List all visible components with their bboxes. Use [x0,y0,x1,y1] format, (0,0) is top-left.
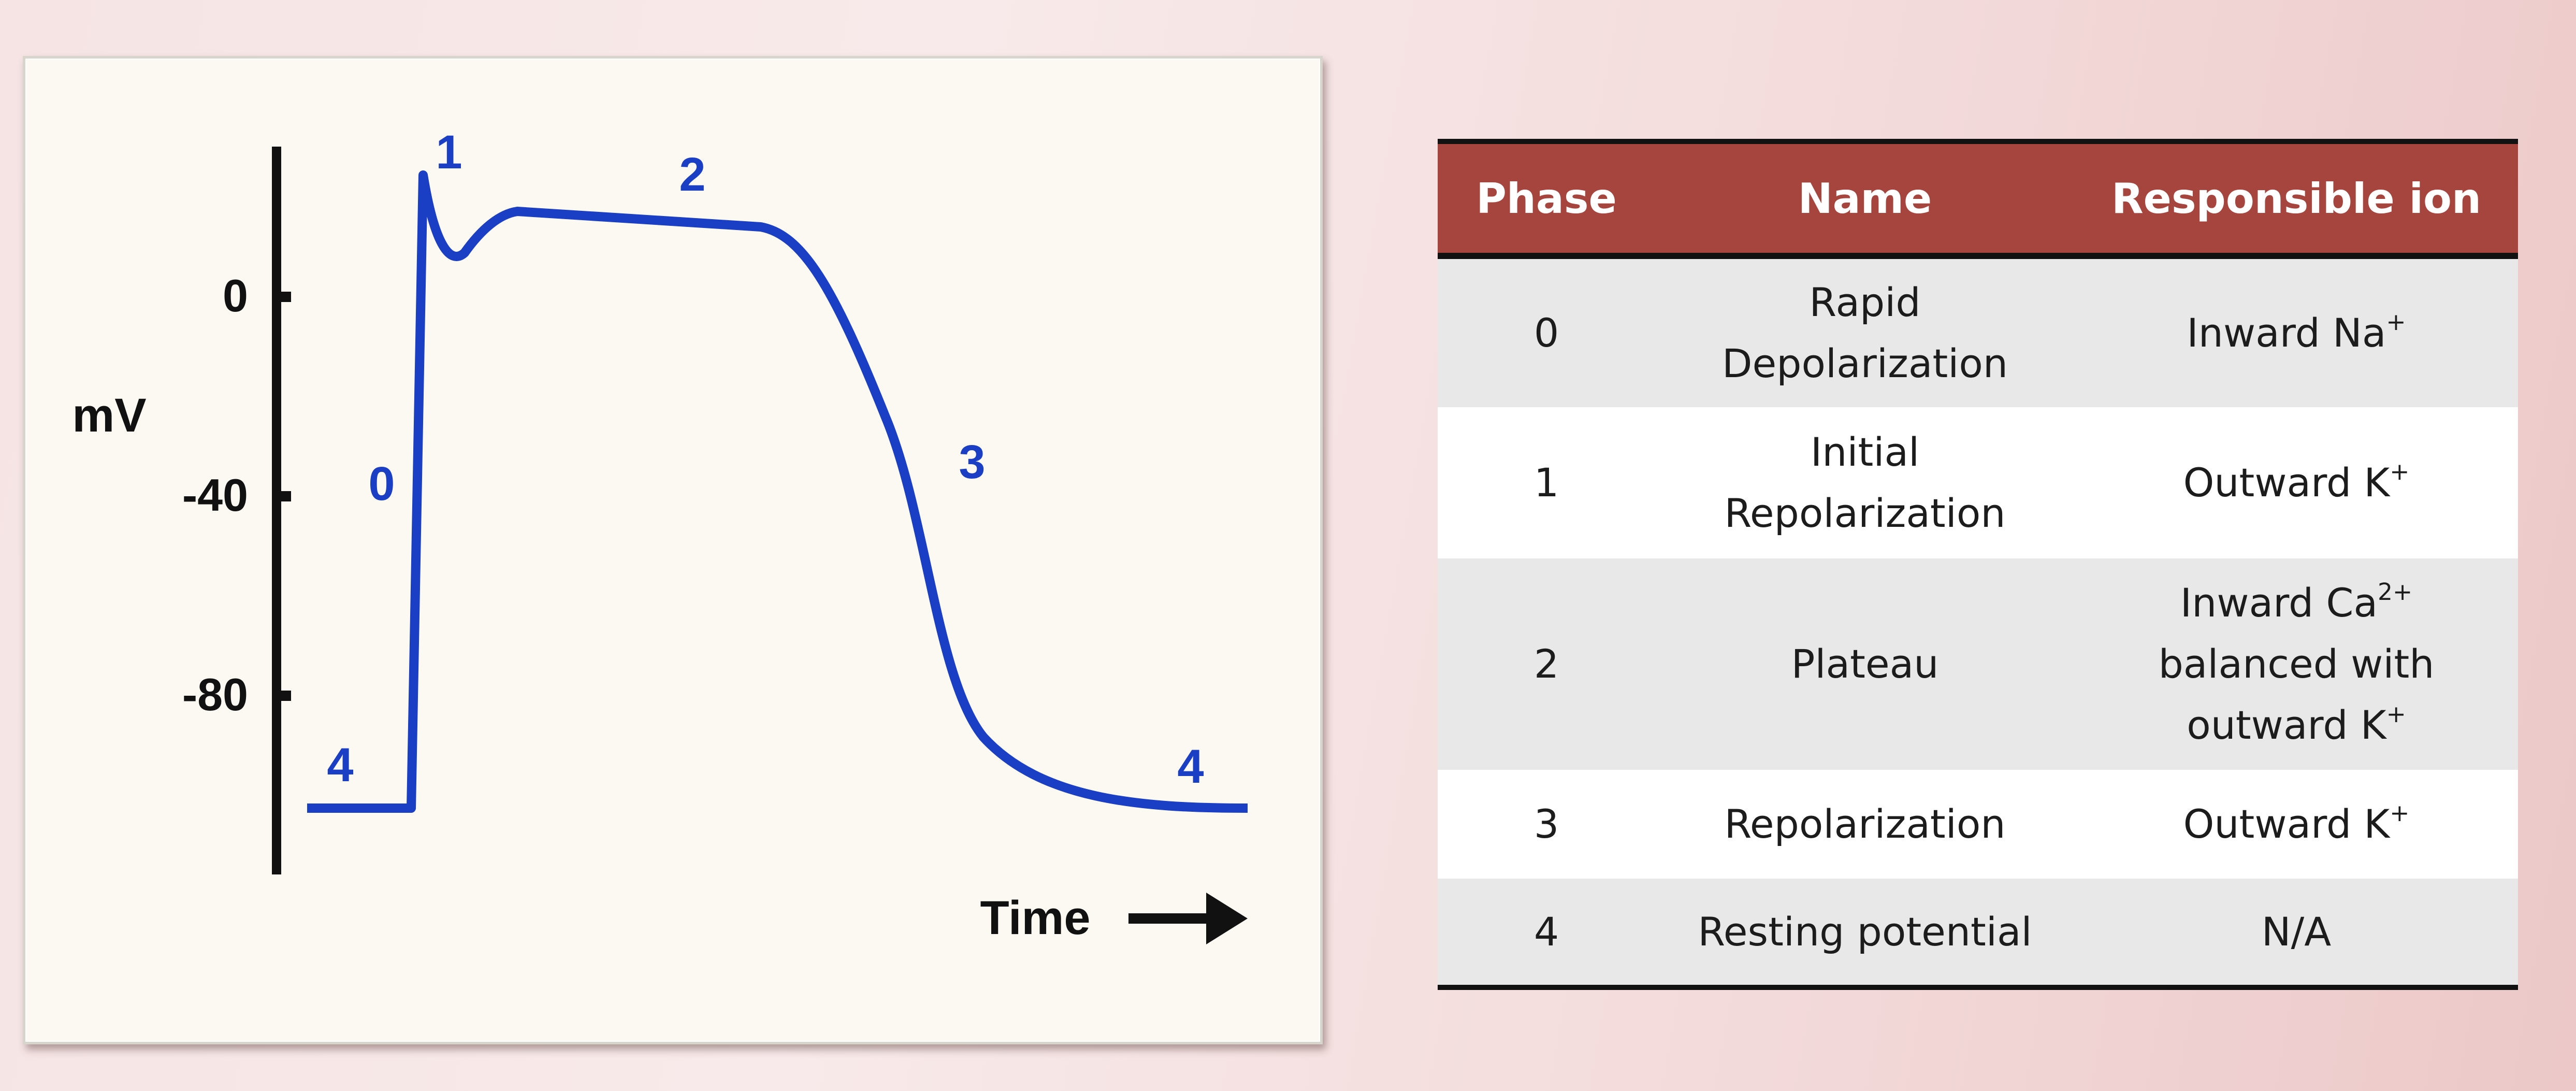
cell-name: Initial Repolarization [1655,407,2075,558]
action-potential-curve [307,170,1248,813]
phase-label-4-right: 4 [1177,740,1204,793]
x-axis-label: Time [980,892,1090,944]
y-tick-label-minus40: -40 [182,469,248,521]
table-row: 4 Resting potential N/A [1438,879,2518,987]
y-tick-label-minus80: -80 [182,669,248,720]
name-line: Rapid [1809,279,1921,325]
name-line: Plateau [1791,641,1939,687]
cell-name: Resting potential [1655,879,2075,987]
name-line: Resting potential [1698,908,2032,955]
ion-line: Outward K+ [2183,458,2410,506]
header-responsible-ion: Responsible ion [2075,139,2518,259]
cell-name: Repolarization [1655,770,2075,879]
name-line: Initial [1810,429,1920,475]
phase-table: Phase Name Responsible ion 0 Rapid Depol… [1438,139,2518,990]
cell-ion: Inward Na+ [2075,256,2518,407]
cell-ion: N/A [2075,879,2518,987]
cell-phase: 3 [1438,770,1655,879]
cell-phase: 4 [1438,879,1655,987]
name-line: Depolarization [1721,340,2008,386]
cell-name: Rapid Depolarization [1655,256,2075,407]
time-arrow-icon [1128,893,1248,944]
phase-label-1: 1 [436,126,462,179]
ion-line: Inward Na+ [2187,308,2406,356]
cell-ion: Inward Ca2+ balanced with outward K+ [2075,558,2518,770]
cell-phase: 0 [1438,256,1655,407]
phase-label-3: 3 [959,436,985,489]
cell-ion: Outward K+ [2075,407,2518,558]
header-name: Name [1655,139,2075,259]
cell-phase: 2 [1438,558,1655,770]
cell-name: Plateau [1655,558,2075,770]
phase-label-4-left: 4 [327,739,353,792]
table-row: 0 Rapid Depolarization Inward Na+ [1438,256,2518,407]
name-line: Repolarization [1724,801,2006,847]
cell-ion: Outward K+ [2075,770,2518,879]
table-row: 3 Repolarization Outward K+ [1438,770,2518,879]
phase-label-2: 2 [679,148,705,201]
header-phase: Phase [1438,139,1655,259]
y-tick-label-0: 0 [223,270,248,321]
name-line: Repolarization [1724,490,2006,536]
phase-label-0: 0 [368,457,395,510]
action-potential-diagram: 0 -40 -80 mV 4 0 1 2 3 4 Time [72,126,1248,944]
ion-line: Outward K+ [2183,799,2410,847]
cell-phase: 1 [1438,407,1655,558]
table-header-row: Phase Name Responsible ion [1438,139,2518,259]
ion-line: N/A [2261,908,2332,955]
ion-line: balanced with [2158,641,2435,687]
table-row: 2 Plateau Inward Ca2+ balanced with outw… [1438,558,2518,770]
y-axis-label: mV [72,389,146,442]
diagram-panel: 0 -40 -80 mV 4 0 1 2 3 4 Time [23,56,1323,1044]
ion-line: outward K+ [2187,700,2406,748]
ion-line: Inward Ca2+ [2180,578,2413,626]
table-row: 1 Initial Repolarization Outward K+ [1438,407,2518,558]
